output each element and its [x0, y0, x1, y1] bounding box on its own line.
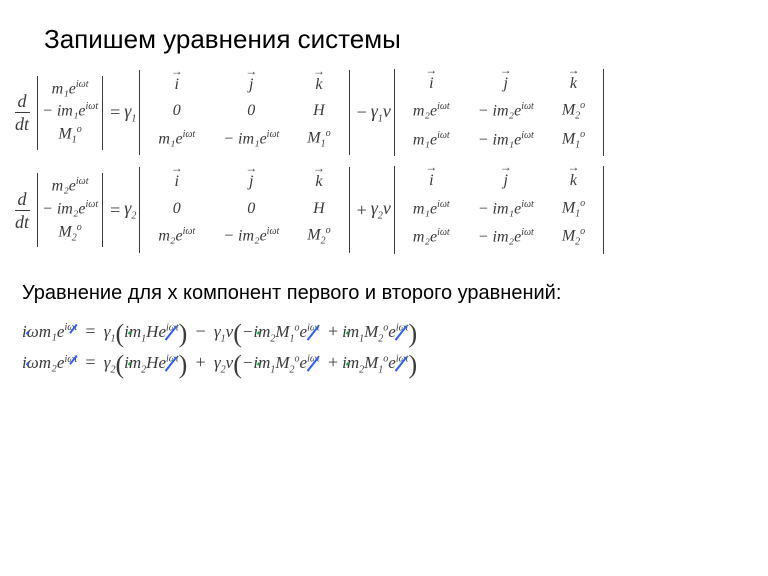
plus-sign: + [357, 200, 367, 221]
strike-blue: eiωt [388, 322, 408, 342]
gamma2: γ2 [124, 198, 136, 222]
gamma2nu: γ2ν [371, 198, 391, 222]
determinant-2b: ijk m₁eiωt− im₁eiωtM1o m₂eiωt− im₂eiωtM2… [394, 166, 604, 253]
strike-blue: eiωt [300, 322, 320, 342]
strike-green: i [342, 353, 347, 373]
strike-green: i [342, 322, 347, 342]
strike-green: i [253, 353, 258, 373]
strike-green: i [124, 322, 129, 342]
component-eq-1: iωm₁eiωt = γ1(im1Heiωt) − γ1ν(−im2M1oeiω… [0, 321, 768, 344]
strike-green: i [124, 353, 129, 373]
gamma1: γ1 [124, 101, 136, 125]
strike-blue: eiωt [158, 322, 178, 342]
determinant-1a: ijk 00H m₁eiωt− im₁eiωtM1o [139, 70, 349, 155]
strike-blue: i [22, 353, 27, 373]
strike-blue: eiωt [388, 353, 408, 373]
ddt-fraction: d dt [12, 188, 32, 233]
strike-blue: iωt [64, 354, 77, 365]
state-vector-1: m₁eiωt − im₁eiωt M1o [37, 76, 103, 150]
determinant-2a: ijk 00H m₂eiωt− im₂eiωtM2o [139, 167, 349, 252]
page-title: Запишем уравнения системы [0, 0, 768, 69]
strike-green: i [253, 322, 258, 342]
determinant-1b: ijk m₂eiωt− im₂eiωtM2o m₁eiωt− im₁eiωtM1… [394, 69, 604, 156]
strike-blue: eiωt [300, 353, 320, 373]
component-eq-2: iωm₂eiωt = γ2(im2Heiωt) + γ2ν(−im1M2oeiω… [0, 352, 768, 375]
equals-sign: = [110, 102, 120, 123]
state-vector-2: m₂eiωt − im₂eiωt M2o [37, 173, 103, 247]
equation-1: d dt m₁eiωt − im₁eiωt M1o = γ1 ijk 00H m… [0, 69, 768, 156]
ddt-fraction: d dt [12, 90, 32, 135]
strike-blue: i [22, 322, 27, 342]
strike-blue: eiωt [158, 353, 178, 373]
equals-sign: = [110, 200, 120, 221]
subtitle: Уравнение для x компонент первого и втор… [0, 264, 768, 313]
gamma1nu: γ1ν [371, 101, 391, 125]
strike-blue: iωt [64, 322, 77, 333]
equation-2: d dt m₂eiωt − im₂eiωt M2o = γ2 ijk 00H m… [0, 166, 768, 253]
minus-sign: − [357, 102, 367, 123]
